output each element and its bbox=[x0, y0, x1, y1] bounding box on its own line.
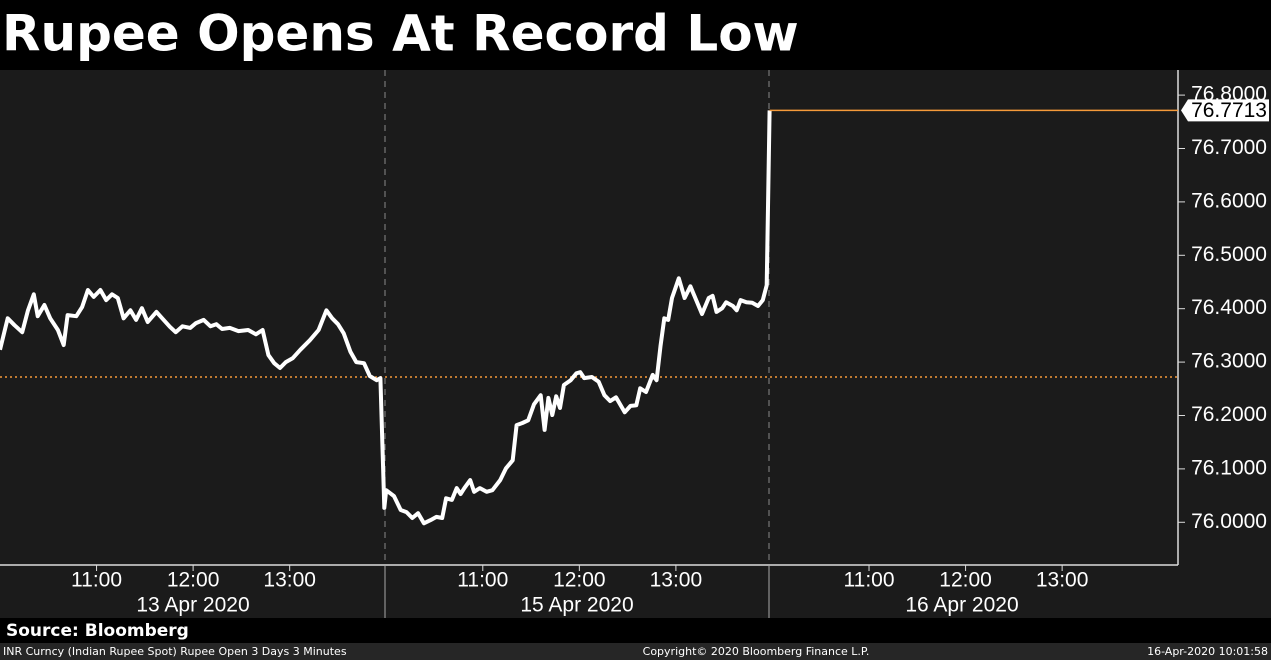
x-tick-label: 11:00 bbox=[71, 569, 122, 592]
x-tick-label: 11:00 bbox=[844, 569, 895, 592]
y-tick-label: 76.7000 bbox=[1191, 136, 1267, 159]
x-tick-label: 11:00 bbox=[457, 569, 508, 592]
title-bar bbox=[0, 0, 1271, 70]
source-text: Source: Bloomberg bbox=[6, 621, 189, 641]
x-tick-label: 12:00 bbox=[553, 569, 606, 592]
x-tick-label: 12:00 bbox=[167, 569, 220, 592]
last-value-box bbox=[1181, 99, 1269, 122]
x-tick-label: 13:00 bbox=[650, 569, 703, 592]
footer-left: INR Curncy (Indian Rupee Spot) Rupee Ope… bbox=[3, 645, 347, 658]
y-tick-label: 76.1000 bbox=[1191, 456, 1267, 479]
x-group-label: 13 Apr 2020 bbox=[136, 594, 249, 617]
x-group-label: 15 Apr 2020 bbox=[520, 594, 633, 617]
x-tick-label: 12:00 bbox=[939, 569, 992, 592]
x-group-label: 16 Apr 2020 bbox=[905, 594, 1018, 617]
x-tick-label: 13:00 bbox=[263, 569, 316, 592]
y-tick-label: 76.4000 bbox=[1191, 296, 1267, 319]
y-tick-label: 76.2000 bbox=[1191, 403, 1267, 426]
plot-background bbox=[0, 70, 1271, 618]
price-line bbox=[0, 110, 772, 526]
footer-bar bbox=[0, 643, 1271, 660]
y-tick-label: 76.5000 bbox=[1191, 243, 1267, 266]
y-tick-label: 76.6000 bbox=[1191, 189, 1267, 212]
footer-center: Copyright© 2020 Bloomberg Finance L.P. bbox=[643, 645, 870, 658]
chart-title: Rupee Opens At Record Low bbox=[2, 5, 799, 63]
last-value-label: 76.7713 bbox=[1191, 99, 1267, 122]
x-tick-label: 13:00 bbox=[1036, 569, 1089, 592]
source-bar bbox=[0, 618, 1271, 643]
footer-right: 16-Apr-2020 10:01:58 bbox=[1147, 645, 1268, 658]
y-tick-label: 76.3000 bbox=[1191, 350, 1267, 373]
y-tick-label: 76.0000 bbox=[1191, 510, 1267, 533]
